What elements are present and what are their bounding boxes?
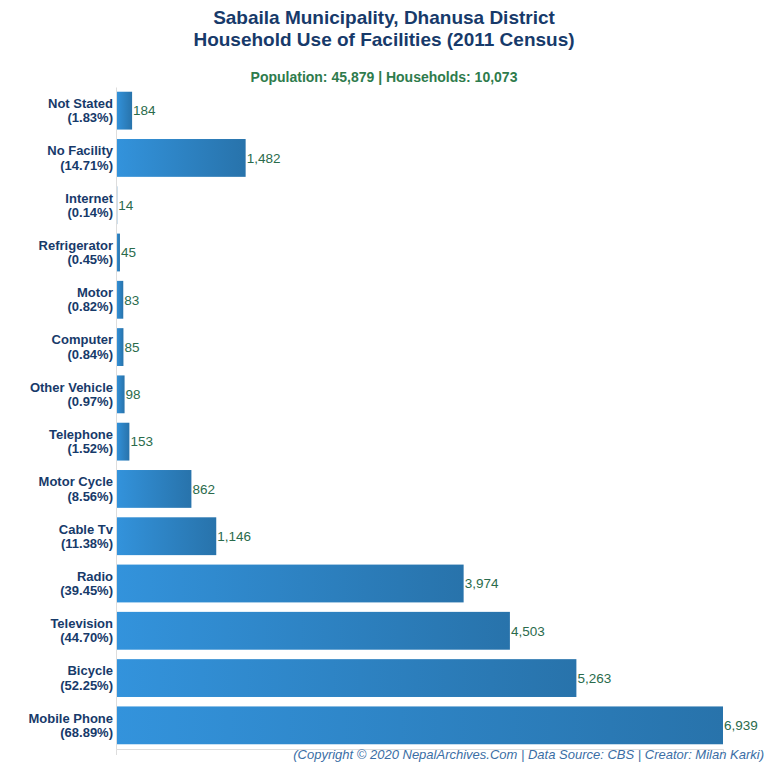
data-label: 98 (126, 387, 141, 402)
bar (116, 139, 246, 177)
title: Sabaila Municipality, Dhanusa DistrictHo… (193, 7, 574, 50)
y-tick: Computer(0.84%) (52, 332, 116, 361)
data-label: 153 (130, 434, 153, 449)
y-tick-label: Cable Tv(11.38%) (59, 522, 114, 551)
data-labels: 184 1,482 14 45 83 85 98 153 862 1,146 3,974 4,503 5… (118, 103, 758, 733)
y-tick: No Facility(14.71%) (47, 143, 116, 172)
y-tick-label: Television(44.70%) (50, 616, 113, 645)
y-tick: Radio(39.45%) (60, 569, 116, 598)
bar (116, 517, 216, 555)
bar (116, 706, 723, 744)
y-tick: Internet(0.14%) (65, 191, 116, 220)
y-tick: Other Vehicle(0.97%) (30, 380, 116, 409)
data-label: 5,263 (577, 671, 611, 686)
data-label: 45 (121, 245, 136, 260)
y-tick-label: Not Stated(1.83%) (48, 96, 113, 125)
y-tick-label: Computer(0.84%) (52, 332, 113, 361)
bars (116, 92, 723, 745)
footer: (Copyright © 2020 NepalArchives.Com | Da… (293, 747, 764, 762)
y-tick: Telephone(1.52%) (49, 427, 116, 456)
y-tick-label: Mobile Phone(68.89%) (29, 711, 114, 740)
bar (116, 659, 576, 697)
y-tick: Refrigerator(0.45%) (39, 238, 116, 267)
y-tick-label: No Facility(14.71%) (47, 143, 114, 172)
y-tick-label: Telephone(1.52%) (49, 427, 113, 456)
data-label: 4,503 (511, 624, 545, 639)
y-tick-label: Radio(39.45%) (60, 569, 113, 598)
y-tick: Motor Cycle(8.56%) (39, 474, 116, 503)
bar (116, 328, 123, 366)
y-tick: Mobile Phone(68.89%) (29, 711, 117, 740)
bar (116, 92, 132, 130)
bar (116, 423, 129, 461)
bar (116, 565, 464, 603)
data-label: 83 (124, 293, 139, 308)
y-tick-label: Refrigerator(0.45%) (39, 238, 113, 267)
y-tick-label: Other Vehicle(0.97%) (30, 380, 113, 409)
data-label: 184 (133, 103, 156, 118)
data-label: 1,482 (247, 151, 281, 166)
data-label: 6,939 (724, 718, 758, 733)
y-tick-label: Internet(0.14%) (65, 191, 113, 220)
data-label: 1,146 (217, 529, 251, 544)
y-tick-label: Motor Cycle(8.56%) (39, 474, 113, 503)
y-axis-line (116, 88, 117, 750)
data-label: 862 (192, 482, 215, 497)
bar (116, 281, 123, 319)
bar (116, 470, 191, 508)
y-tick: Motor(0.82%) (67, 285, 116, 314)
y-tick-label: Motor(0.82%) (67, 285, 113, 314)
data-label: 14 (118, 198, 134, 213)
bar (116, 612, 510, 650)
y-axis: Not Stated(1.83%) No Facility(14.71%) Inte… (29, 88, 117, 750)
y-tick: Cable Tv(11.38%) (59, 522, 116, 551)
data-label: 85 (124, 340, 139, 355)
y-tick: Not Stated(1.83%) (48, 96, 116, 125)
data-label: 3,974 (465, 576, 499, 591)
y-tick: Bicycle(52.25%) (60, 663, 116, 692)
subtitle: Population: 45,879 | Households: 10,073 (251, 69, 518, 85)
bar (116, 375, 125, 413)
y-tick-label: Bicycle(52.25%) (60, 663, 113, 692)
chart: Sabaila Municipality, Dhanusa DistrictHo… (0, 0, 768, 768)
y-tick: Television(44.70%) (50, 616, 116, 645)
